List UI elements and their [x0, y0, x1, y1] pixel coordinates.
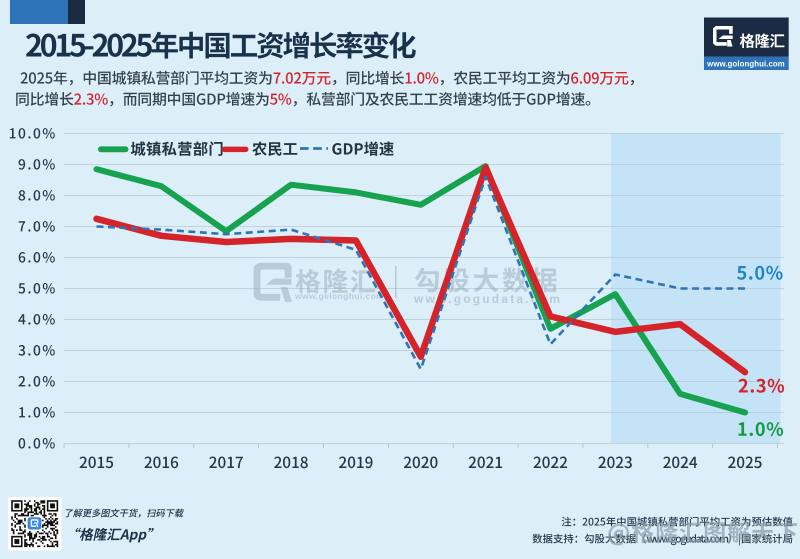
- svg-text:www.golonghui.com: www.golonghui.com: [706, 60, 785, 69]
- svg-text:www.gelonghui.com: www.gelonghui.com: [294, 291, 384, 301]
- svg-text:www.gogudata.com: www.gogudata.com: [413, 292, 562, 306]
